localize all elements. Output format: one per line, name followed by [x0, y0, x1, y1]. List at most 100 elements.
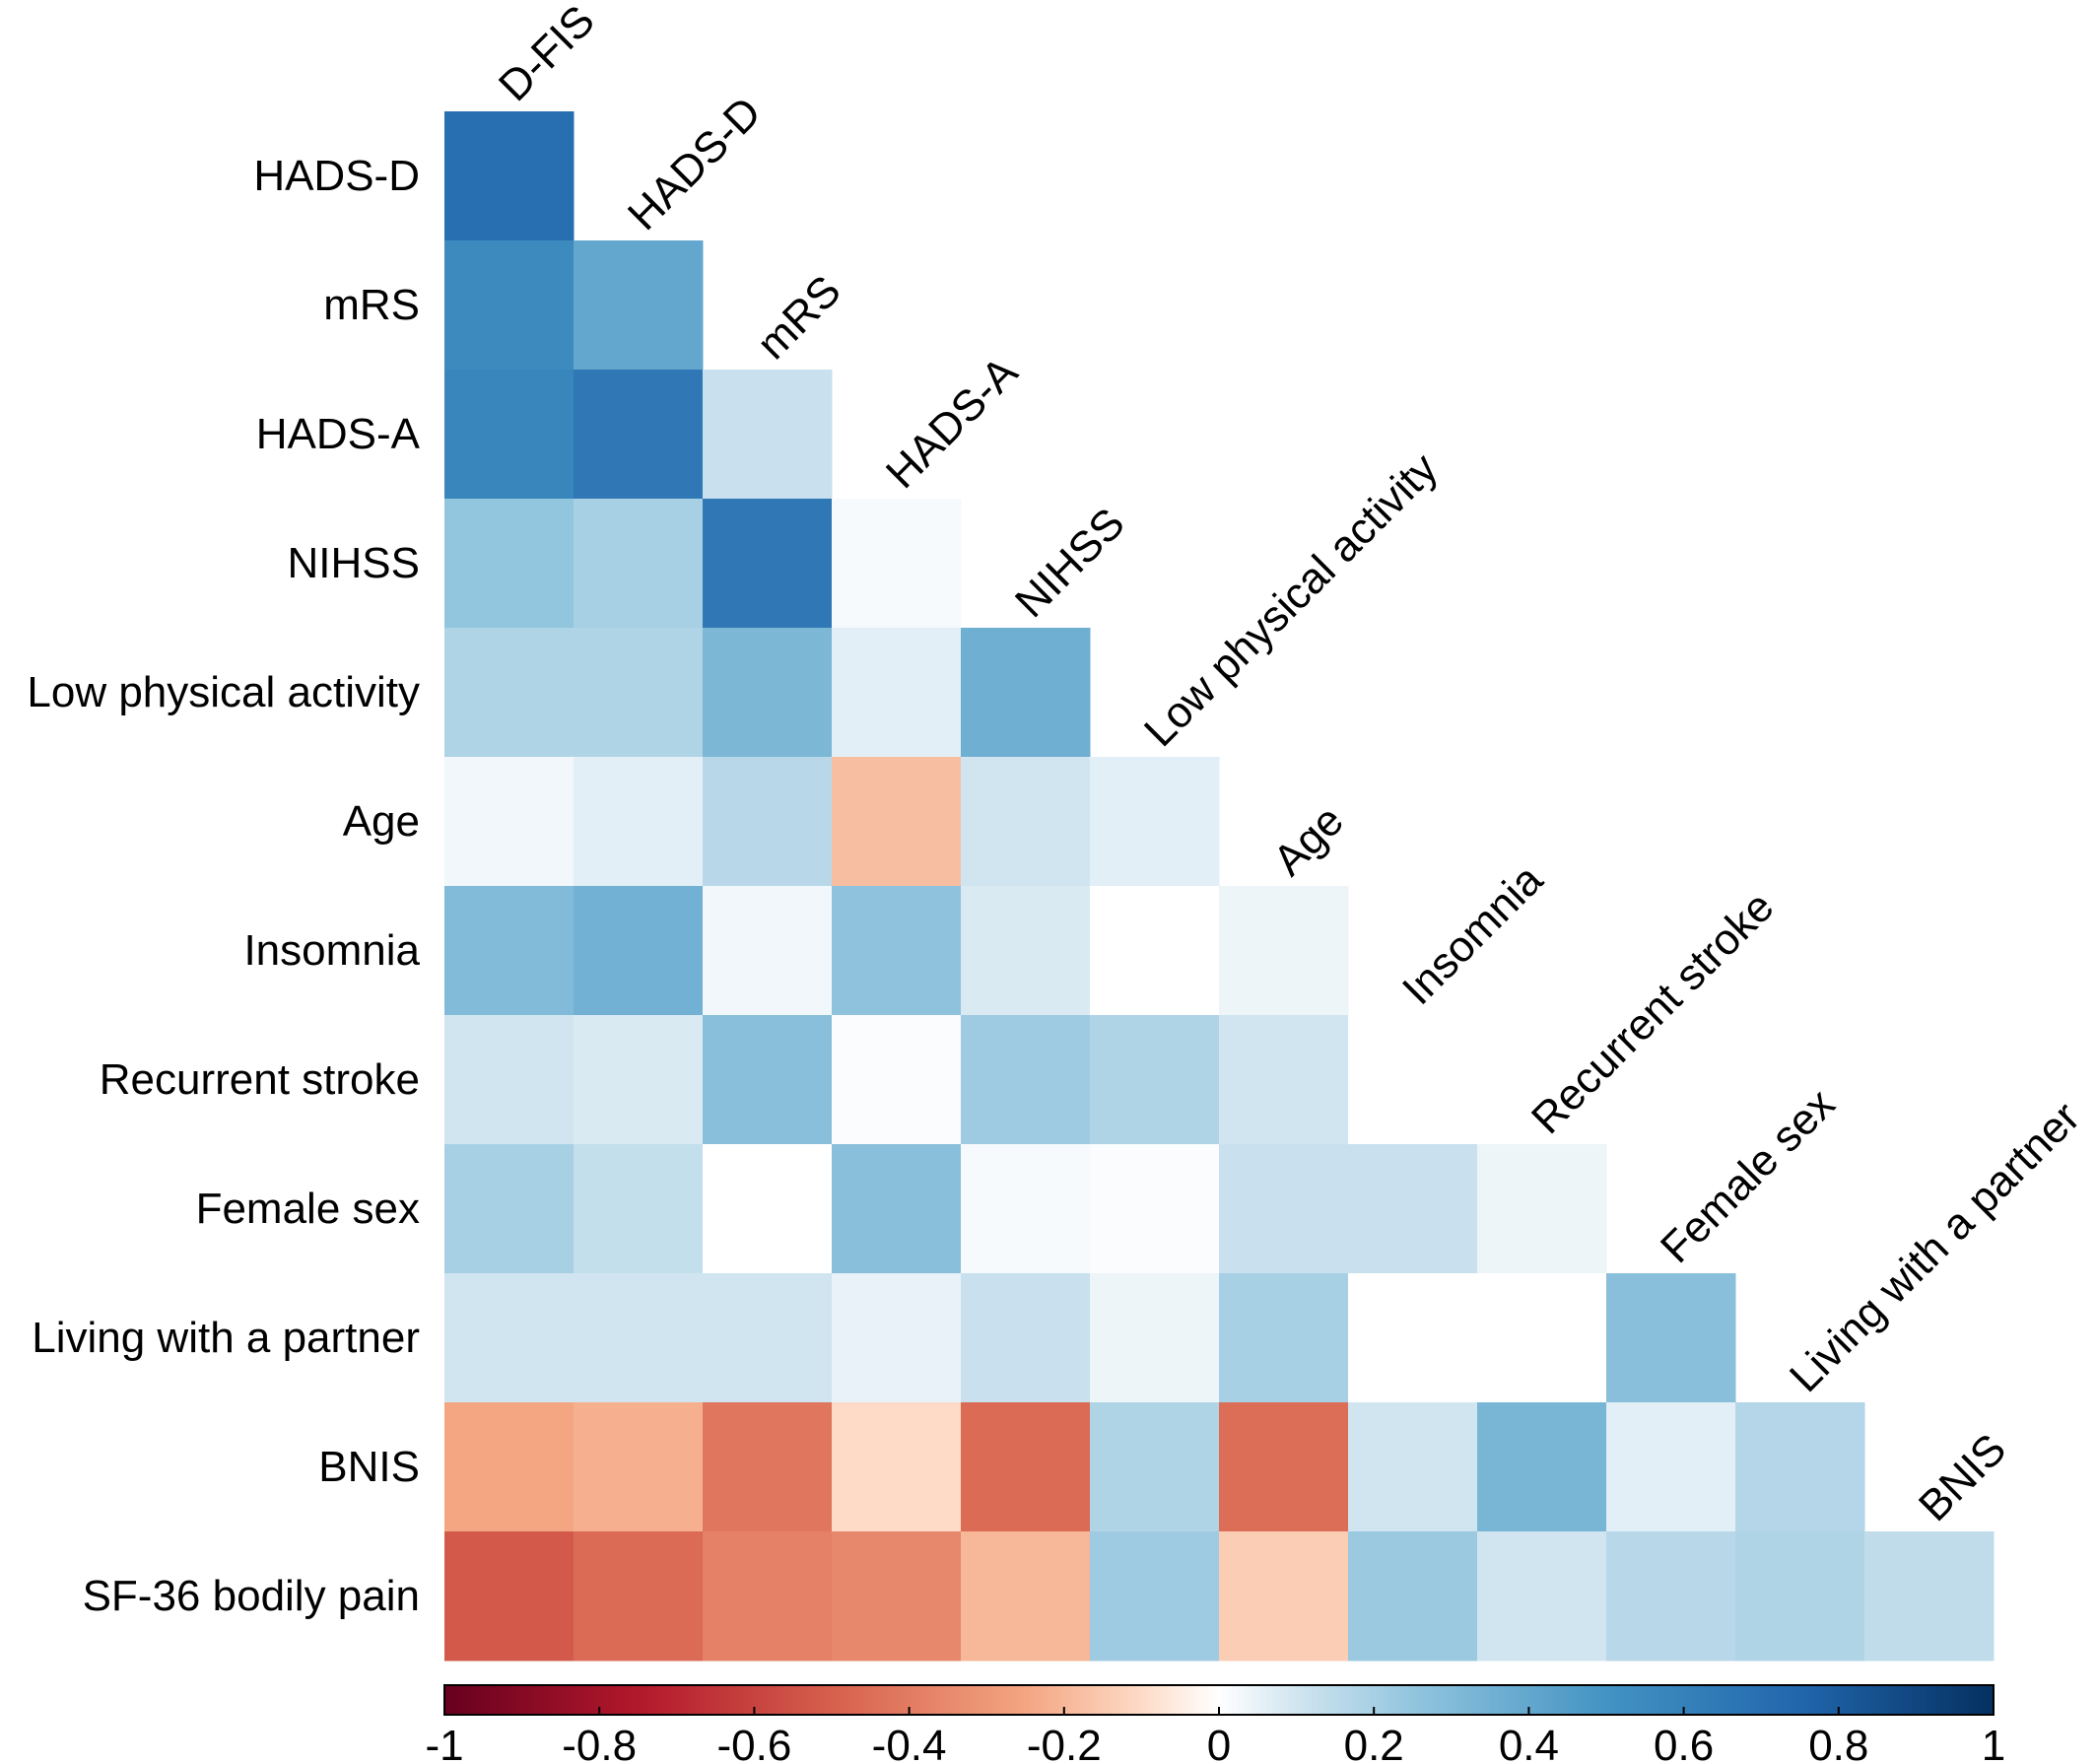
cell-insomnia-nihss [961, 886, 1091, 1016]
column-label-hads-d: HADS-D [619, 88, 771, 239]
column-label-female-sex: Female sex [1652, 1080, 1844, 1272]
row-label-recurrent-stroke: Recurrent stroke [100, 1055, 420, 1104]
row-label-living-with-a-partner: Living with a partner [32, 1314, 420, 1362]
cell-bnis-mrs [703, 1402, 833, 1532]
cell-insomnia-hads-a [832, 886, 962, 1016]
row-label-bnis: BNIS [318, 1443, 420, 1491]
cell-hads-a-hads-d [574, 370, 704, 500]
cell-sf-36-bodily-pain-living-with-a-partner [1735, 1531, 1865, 1662]
cell-sf-36-bodily-pain-mrs [703, 1531, 833, 1662]
cell-nihss-hads-a [832, 499, 962, 629]
cell-recurrent-stroke-hads-a [832, 1015, 962, 1145]
cell-female-sex-d-fis [444, 1144, 575, 1274]
cell-living-with-a-partner-recurrent-stroke [1477, 1273, 1607, 1403]
colorbar-tick-label: 0.4 [1499, 1722, 1559, 1764]
cell-insomnia-hads-d [574, 886, 704, 1016]
cell-recurrent-stroke-d-fis [444, 1015, 575, 1145]
cell-bnis-nihss [961, 1402, 1091, 1532]
cell-sf-36-bodily-pain-female-sex [1606, 1531, 1736, 1662]
colorbar-tick-label: 0 [1207, 1722, 1231, 1764]
colorbar-tick-label: 0.8 [1808, 1722, 1868, 1764]
cell-age-low-physical-activity [1090, 757, 1220, 887]
cell-living-with-a-partner-d-fis [444, 1273, 575, 1403]
cell-sf-36-bodily-pain-nihss [961, 1531, 1091, 1662]
row-label-mrs: mRS [323, 281, 420, 329]
cell-bnis-recurrent-stroke [1477, 1402, 1607, 1532]
column-label-low-physical-activity: Low physical activity [1135, 444, 1448, 757]
cell-sf-36-bodily-pain-bnis [1864, 1531, 1995, 1662]
cell-living-with-a-partner-hads-a [832, 1273, 962, 1403]
cell-insomnia-low-physical-activity [1090, 886, 1220, 1016]
cell-living-with-a-partner-low-physical-activity [1090, 1273, 1220, 1403]
row-label-hads-d: HADS-D [253, 152, 420, 200]
column-label-mrs: mRS [748, 266, 850, 369]
row-label-hads-a: HADS-A [256, 410, 421, 458]
cell-female-sex-mrs [703, 1144, 833, 1274]
cell-bnis-age [1219, 1402, 1349, 1532]
cell-nihss-hads-d [574, 499, 704, 629]
row-labels: HADS-D mRS HADS-A NIHSS Low physical activit… [27, 152, 420, 1620]
colorbar-tick-label: -1 [425, 1722, 463, 1764]
cell-bnis-low-physical-activity [1090, 1402, 1220, 1532]
colorbar-ticks: -1 -0.8 -0.6 -0.4 -0.2 0 0.2 0.4 0.6 0.8 1 [425, 1707, 2005, 1764]
cell-female-sex-low-physical-activity [1090, 1144, 1220, 1274]
column-label-nihss: NIHSS [1006, 499, 1134, 627]
cell-female-sex-insomnia [1348, 1144, 1478, 1274]
cell-female-sex-hads-a [832, 1144, 962, 1274]
cell-hads-d-d-fis [444, 111, 575, 241]
column-label-d-fis: D-FIS [490, 0, 604, 110]
cell-bnis-insomnia [1348, 1402, 1478, 1532]
cell-sf-36-bodily-pain-hads-a [832, 1531, 962, 1662]
column-label-living-with-a-partner: Living with a partner [1781, 1093, 2089, 1401]
cell-female-sex-nihss [961, 1144, 1091, 1274]
column-label-bnis: BNIS [1910, 1425, 2015, 1530]
row-label-insomnia: Insomnia [243, 926, 420, 975]
cell-female-sex-hads-d [574, 1144, 704, 1274]
row-label-low-physical-activity: Low physical activity [27, 668, 420, 716]
cell-bnis-d-fis [444, 1402, 575, 1532]
colorbar-tick-label: 1 [1982, 1722, 2005, 1764]
cell-low-physical-activity-nihss [961, 628, 1091, 758]
cell-sf-36-bodily-pain-hads-d [574, 1531, 704, 1662]
colorbar-tick-label: 0.2 [1344, 1722, 1404, 1764]
cell-female-sex-age [1219, 1144, 1349, 1274]
cell-living-with-a-partner-insomnia [1348, 1273, 1478, 1403]
cell-recurrent-stroke-mrs [703, 1015, 833, 1145]
cell-hads-a-d-fis [444, 370, 575, 500]
cell-insomnia-age [1219, 886, 1349, 1016]
cell-living-with-a-partner-female-sex [1606, 1273, 1736, 1403]
cell-low-physical-activity-hads-a [832, 628, 962, 758]
cell-living-with-a-partner-nihss [961, 1273, 1091, 1403]
heatmap-cells [444, 111, 1995, 1662]
cell-bnis-hads-a [832, 1402, 962, 1532]
cell-hads-a-mrs [703, 370, 833, 500]
cell-recurrent-stroke-low-physical-activity [1090, 1015, 1220, 1145]
cell-age-mrs [703, 757, 833, 887]
cell-nihss-mrs [703, 499, 833, 629]
row-label-nihss: NIHSS [288, 539, 420, 587]
row-label-sf-36-bodily-pain: SF-36 bodily pain [83, 1572, 420, 1620]
cell-mrs-d-fis [444, 240, 575, 371]
cell-sf-36-bodily-pain-insomnia [1348, 1531, 1478, 1662]
colorbar-tick-label: -0.2 [1027, 1722, 1102, 1764]
cell-bnis-hads-d [574, 1402, 704, 1532]
colorbar-tick-label: -0.4 [872, 1722, 947, 1764]
cell-sf-36-bodily-pain-d-fis [444, 1531, 575, 1662]
column-label-age: Age [1264, 796, 1353, 885]
cell-insomnia-d-fis [444, 886, 575, 1016]
cell-age-nihss [961, 757, 1091, 887]
cell-sf-36-bodily-pain-recurrent-stroke [1477, 1531, 1607, 1662]
cell-low-physical-activity-d-fis [444, 628, 575, 758]
column-label-hads-a: HADS-A [877, 347, 1028, 498]
cell-age-hads-a [832, 757, 962, 887]
column-label-recurrent-stroke: Recurrent stroke [1522, 882, 1784, 1143]
cell-insomnia-mrs [703, 886, 833, 1016]
cell-living-with-a-partner-age [1219, 1273, 1349, 1403]
cell-living-with-a-partner-mrs [703, 1273, 833, 1403]
colorbar-tick-label: -0.6 [716, 1722, 791, 1764]
column-label-insomnia: Insomnia [1393, 855, 1552, 1014]
row-label-female-sex: Female sex [196, 1185, 420, 1233]
cell-mrs-hads-d [574, 240, 704, 371]
cell-recurrent-stroke-age [1219, 1015, 1349, 1145]
